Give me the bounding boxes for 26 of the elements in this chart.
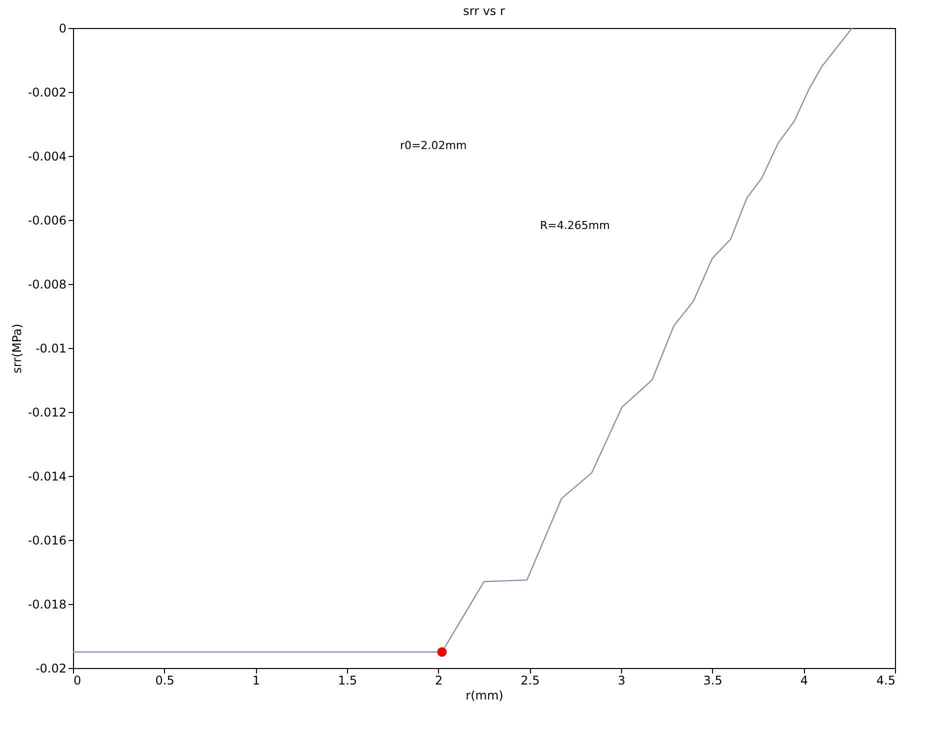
- x-tick-label: 0: [74, 674, 82, 688]
- chart-title: srr vs r: [463, 4, 505, 18]
- y-tick-label: -0.01: [35, 342, 66, 356]
- x-tick-label: 2.5: [520, 674, 540, 688]
- x-tick-label: 1.5: [338, 674, 358, 688]
- y-tick-label: -0.008: [28, 278, 66, 292]
- annotation: R=4.265mm: [540, 219, 610, 232]
- y-tick-label: -0.004: [28, 150, 66, 164]
- x-tick-label: 0.5: [155, 674, 174, 688]
- x-tick-label: 1: [252, 674, 260, 688]
- annotation: r0=2.02mm: [400, 139, 467, 152]
- x-tick-label: 2: [435, 674, 443, 688]
- x-tick-label: 4.5: [876, 674, 896, 688]
- y-tick-label: 0: [58, 22, 66, 36]
- y-tick-label: -0.012: [28, 406, 66, 420]
- y-tick-label: -0.018: [28, 598, 66, 612]
- x-tick-label: 3: [618, 674, 626, 688]
- y-tick-label: -0.02: [35, 662, 66, 676]
- y-tick-label: -0.014: [28, 470, 66, 484]
- x-axis-title: r(mm): [466, 688, 504, 702]
- x-tick-label: 4: [800, 674, 808, 688]
- y-tick-label: -0.002: [28, 86, 66, 100]
- y-tick-label: -0.016: [28, 534, 66, 548]
- x-tick-label: 3.5: [703, 674, 722, 688]
- y-tick-label: -0.006: [28, 214, 66, 228]
- y-axis-title: srr(MPa): [10, 324, 24, 374]
